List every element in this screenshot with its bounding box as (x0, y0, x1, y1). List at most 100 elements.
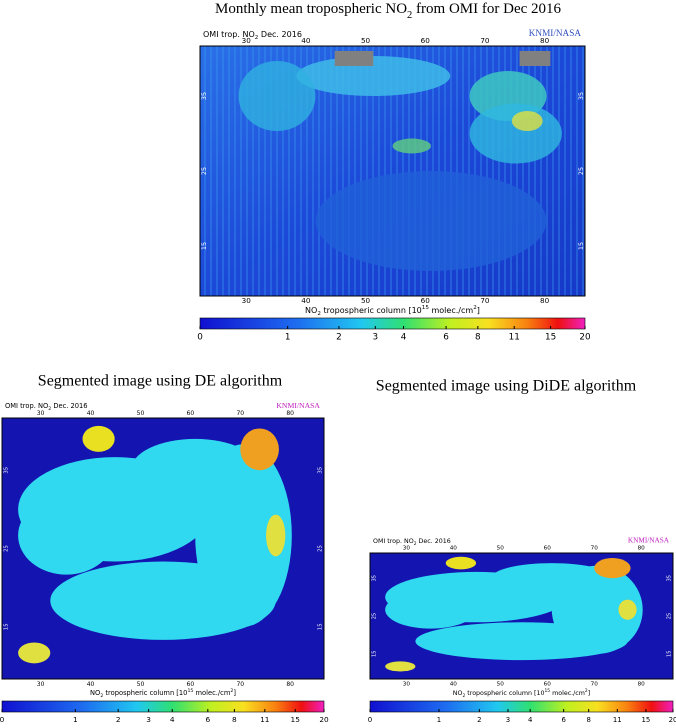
colorbar-tick-label: 11 (260, 715, 269, 723)
lon-label: 50 (137, 410, 145, 417)
colorbar (1, 700, 325, 713)
map-hotspot (240, 428, 279, 471)
colorbar-label-part: 2 (585, 688, 588, 694)
lon-label: 40 (301, 36, 311, 45)
lon-label: 80 (286, 410, 294, 417)
map-hotspot (618, 599, 637, 620)
lon-label: 70 (236, 410, 244, 417)
colorbar-tick-label: 4 (528, 716, 533, 723)
colorbar-tick-label: 0 (0, 715, 5, 723)
lat-label: 35 (372, 575, 378, 581)
credit: KNMI/NASA (628, 537, 670, 545)
lon-label: 30 (37, 681, 45, 688)
map-hotspot (266, 514, 286, 557)
colorbar-tick-label: 20 (319, 715, 329, 723)
lon-label: 30 (37, 410, 45, 417)
colorbar-label-part: molec./cm (193, 689, 230, 697)
lon-label: 70 (591, 546, 599, 552)
map-feature (238, 61, 316, 131)
map-hotspot (445, 556, 477, 570)
map-hotspot (18, 642, 51, 664)
lon-label: 50 (361, 296, 371, 305)
lat-label: 25 (577, 167, 585, 175)
colorbar-tick-label: 2 (477, 716, 481, 723)
lat-label: 15 (667, 651, 673, 657)
colorbar (369, 700, 674, 713)
caption: Segmented image using DiDE algorithm (376, 378, 637, 395)
map-header-part: 2 (414, 541, 417, 547)
lon-label: 80 (540, 36, 550, 45)
map-feature (511, 111, 543, 131)
lon-label: 50 (497, 682, 505, 688)
main-title-part: from OMI for Dec 2016 (412, 1, 561, 17)
colorbar-tick-label: 15 (291, 715, 301, 723)
map-feature (392, 138, 431, 154)
map-frame (369, 552, 674, 680)
map-header-part: Dec. 2016 (417, 538, 451, 545)
lon-label: 30 (403, 682, 411, 688)
colorbar-tick-label: 2 (336, 333, 342, 343)
lon-label: 40 (87, 681, 95, 688)
map-region (491, 563, 613, 594)
lat-label: 15 (4, 623, 10, 630)
colorbar-label-part: molec./cm (550, 690, 585, 697)
colorbar-tick-label: 1 (285, 333, 291, 343)
colorbar-tick-label: 20 (669, 716, 676, 723)
lon-label: 40 (450, 546, 458, 552)
colorbar-tick-label: 3 (506, 716, 510, 723)
map-header: OMI trop. NO2 Dec. 2016 (5, 402, 88, 412)
colorbar-tick-label: 15 (642, 716, 651, 723)
colorbar-tick-label: 1 (437, 716, 441, 723)
colorbar-label-part: ] (588, 690, 590, 697)
colorbar-label-part: molec./cm (429, 306, 473, 315)
map-header-part: Dec. 2016 (51, 402, 87, 410)
lon-label: 70 (480, 36, 490, 45)
colorbar-label: NO2 tropospheric column [1015 molec./cm2… (90, 688, 236, 699)
lon-label: 50 (497, 546, 505, 552)
lon-label: 50 (137, 681, 145, 688)
map-frame (199, 45, 586, 297)
map-hotspot (594, 558, 631, 579)
main-title-part: Monthly mean tropospheric NO (215, 1, 407, 17)
map-header-part: Dec. 2016 (258, 30, 302, 39)
map-hotspot (82, 425, 115, 452)
colorbar-label-part: ] (477, 306, 480, 315)
colorbar-tick-label: 6 (561, 716, 565, 723)
lon-label: 30 (242, 36, 252, 45)
colorbar (199, 317, 586, 330)
colorbar-tick-label: 0 (368, 716, 372, 723)
main-title: Monthly mean tropospheric NO2 from OMI f… (215, 1, 562, 20)
map-header-part: OMI trop. NO (5, 402, 48, 410)
map-region (415, 622, 628, 661)
colorbar-tick-label: 8 (475, 333, 481, 343)
map-region (130, 438, 260, 502)
lat-label: 25 (200, 167, 208, 175)
lat-label: 35 (318, 467, 324, 474)
colorbar-tick-label: 1 (73, 715, 78, 723)
lat-label: 25 (4, 545, 10, 552)
colorbar-label-part: tropospheric column [10 (465, 690, 544, 697)
map-mask (519, 51, 551, 66)
map-header: OMI trop. NO2 Dec. 2016 (373, 538, 451, 547)
map-panel: OMI trop. NO2 Dec. 2016 KNMI/NASA30304040… (368, 537, 676, 724)
map-header-part: 2 (48, 406, 51, 412)
credit: KNMI/NASA (529, 28, 582, 38)
colorbar-tick-label: 0 (197, 333, 203, 343)
colorbar-tick-label: 11 (613, 716, 622, 723)
colorbar-tick-label: 3 (373, 333, 379, 343)
caption: Segmented image using DE algorithm (38, 373, 283, 390)
colorbar-tick-label: 3 (146, 715, 151, 723)
map-header: OMI trop. NO2 Dec. 2016 (203, 30, 302, 41)
colorbar-label-part: tropospheric column [10 (321, 306, 422, 315)
lon-label: 60 (544, 546, 552, 552)
main-title-part: 2 (407, 10, 412, 21)
lat-label: 35 (200, 92, 208, 100)
colorbar-label-part: ] (233, 689, 236, 697)
lon-label: 60 (187, 681, 195, 688)
map-feature (315, 171, 547, 271)
lon-label: 40 (87, 410, 95, 417)
map-image (370, 553, 673, 679)
lat-label: 15 (318, 623, 324, 630)
map-panel: OMI trop. NO2 Dec. 2016 KNMI/NASA30304040… (197, 28, 591, 342)
